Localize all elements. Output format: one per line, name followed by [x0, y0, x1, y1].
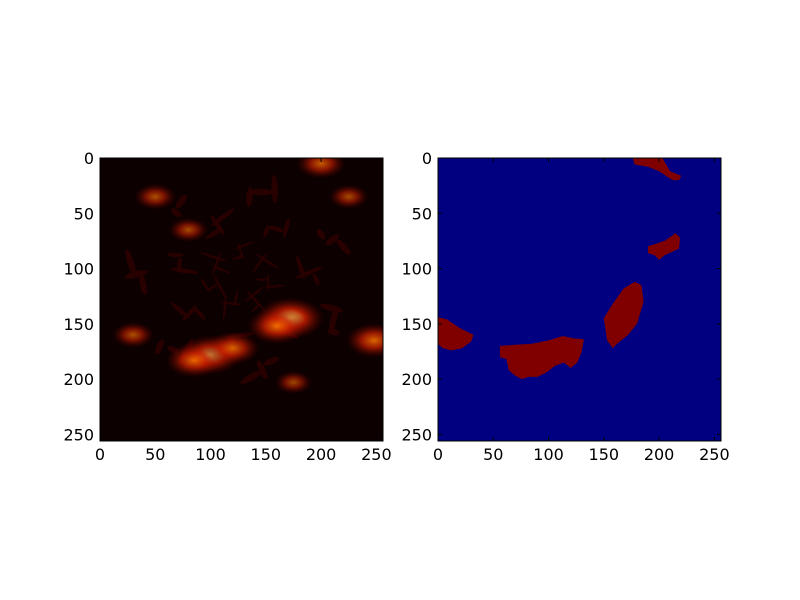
texture-streak	[221, 301, 241, 306]
x-tick-label: 250	[699, 445, 730, 464]
texture-streak	[319, 303, 344, 313]
bright-region	[346, 323, 383, 358]
texture-streak	[213, 275, 227, 301]
texture-streak	[264, 284, 285, 288]
texture-streak	[139, 274, 147, 295]
bright-region	[247, 308, 306, 344]
texture-streak	[177, 257, 182, 270]
texture-streak	[325, 234, 340, 246]
texture-streak	[295, 267, 322, 279]
texture-streak	[223, 295, 227, 320]
texture-streak	[235, 241, 255, 249]
texture-streak	[312, 273, 320, 285]
texture-streak	[175, 194, 187, 209]
texture-streak	[211, 264, 230, 274]
region-center-right	[603, 281, 644, 349]
texture-streak	[296, 255, 306, 279]
texture-streak	[170, 302, 190, 319]
texture-streak	[167, 252, 184, 258]
y-tick-label: 50	[412, 204, 432, 223]
texture-streak	[233, 290, 238, 307]
texture-streak	[266, 274, 270, 291]
bright-region	[296, 158, 346, 179]
y-tick-label: 100	[401, 260, 432, 279]
texture-streak	[124, 270, 148, 279]
y-tick-label: 150	[401, 315, 432, 334]
region-top-right	[632, 158, 682, 181]
texture-streak	[252, 253, 267, 273]
heat-axes-frame	[99, 157, 384, 442]
x-tick-label: 150	[251, 445, 282, 464]
y-tick-label: 150	[63, 315, 94, 334]
texture-streak	[244, 286, 264, 302]
region-bottom-center	[499, 336, 584, 380]
y-tick-label: 200	[401, 370, 432, 389]
y-tick-label: 50	[74, 204, 94, 223]
texture-streak	[182, 305, 198, 321]
region-right-middle	[648, 233, 681, 260]
texture-streak	[210, 215, 225, 236]
y-tick-label: 200	[63, 370, 94, 389]
bright-region	[328, 184, 369, 209]
texture-streak	[263, 225, 270, 238]
texture-streak	[170, 267, 199, 274]
y-tick-label: 0	[84, 149, 94, 168]
texture-streak	[171, 208, 182, 218]
x-tick-label: 0	[433, 445, 443, 464]
x-tick-label: 200	[306, 445, 337, 464]
region-left-edge	[438, 317, 474, 351]
texture-streak	[316, 228, 326, 240]
texture-streak	[200, 278, 210, 292]
bright-region	[134, 183, 177, 210]
bright-region	[274, 370, 313, 394]
texture-streak	[155, 339, 164, 355]
texture-streak	[246, 186, 253, 207]
texture-streak	[200, 252, 227, 262]
texture-streak	[246, 290, 266, 312]
y-tick-label: 0	[422, 149, 432, 168]
bright-region	[168, 217, 209, 243]
texture-streak	[237, 243, 244, 259]
bright-region	[112, 321, 155, 348]
texture-streak	[336, 239, 351, 255]
texture-streak	[271, 174, 278, 203]
y-tick-label: 250	[401, 425, 432, 444]
texture-streak	[205, 227, 223, 239]
texture-streak	[125, 249, 136, 277]
x-tick-label: 100	[195, 445, 226, 464]
texture-streak	[263, 356, 279, 366]
texture-streak	[255, 253, 279, 269]
bright-region	[205, 331, 260, 365]
x-tick-label: 100	[533, 445, 564, 464]
x-tick-label: 200	[644, 445, 675, 464]
texture-streak	[251, 303, 261, 313]
x-tick-label: 50	[483, 445, 503, 464]
texture-streak	[232, 255, 244, 260]
texture-streak	[212, 252, 221, 275]
texture-streak	[211, 208, 235, 226]
x-tick-label: 0	[95, 445, 105, 464]
texture-streak	[194, 307, 206, 320]
texture-streak	[268, 225, 284, 232]
texture-streak	[255, 278, 268, 281]
texture-streak	[329, 306, 338, 334]
mask-axes-frame	[437, 157, 722, 442]
x-tick-label: 150	[589, 445, 620, 464]
y-tick-label: 100	[63, 260, 94, 279]
texture-streak	[327, 328, 340, 336]
mask-background	[438, 158, 721, 441]
x-tick-label: 250	[361, 445, 392, 464]
x-tick-label: 50	[145, 445, 165, 464]
texture-streak	[249, 188, 274, 196]
texture-streak	[256, 360, 268, 379]
texture-streak	[240, 370, 262, 384]
texture-streak	[283, 217, 290, 238]
y-tick-label: 250	[63, 425, 94, 444]
texture-streak	[207, 283, 219, 291]
